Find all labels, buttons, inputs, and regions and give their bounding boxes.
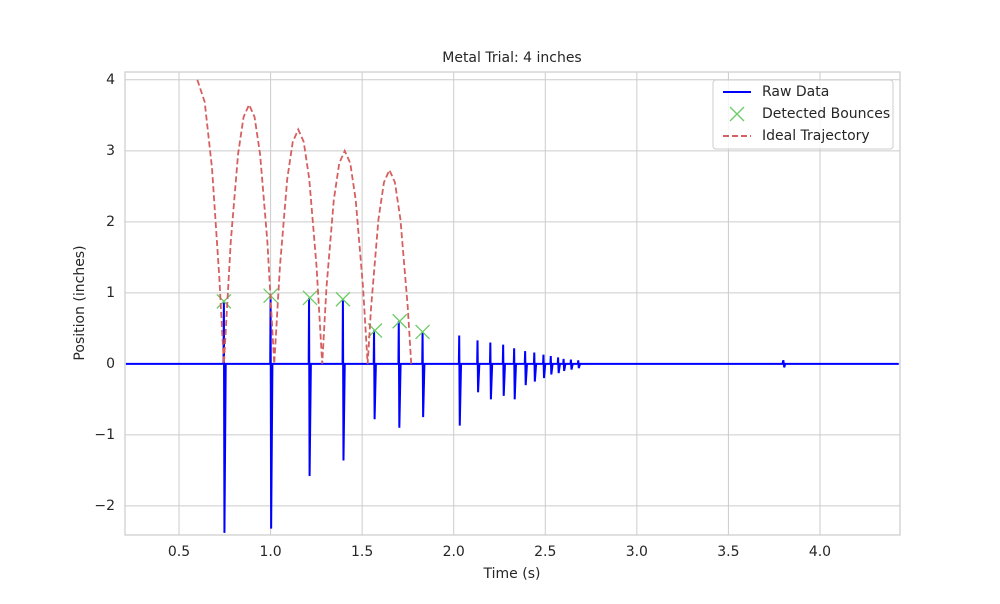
legend-label: Ideal Trajectory xyxy=(762,128,870,144)
series-line xyxy=(125,295,899,533)
bounce-marker xyxy=(415,324,431,340)
x-tick-label: 2.0 xyxy=(443,544,465,560)
x-axis-label: Time (s) xyxy=(483,566,541,582)
x-tick-label: 2.5 xyxy=(534,544,556,560)
y-tick-label: 2 xyxy=(106,214,115,230)
x-tick-label: 3.0 xyxy=(626,544,648,560)
legend-box xyxy=(712,79,894,150)
y-tick-label: −2 xyxy=(94,498,115,514)
plot-area xyxy=(125,79,899,533)
x-tick-label: 1.0 xyxy=(259,544,281,560)
y-tick-label: 4 xyxy=(106,72,115,88)
x-tick-label: 4.0 xyxy=(809,544,831,560)
x-tick-label: 0.5 xyxy=(168,544,190,560)
y-tick-label: −1 xyxy=(94,427,115,443)
legend-label: Detected Bounces xyxy=(762,106,890,122)
plot-border xyxy=(124,71,901,536)
series-line xyxy=(196,79,413,364)
bounce-marker xyxy=(302,290,318,306)
y-tick-label: 0 xyxy=(106,356,115,372)
legend-marker xyxy=(729,106,745,122)
chart-title: Metal Trial: 4 inches xyxy=(442,50,581,66)
x-tick-label: 3.5 xyxy=(717,544,739,560)
y-axis-label: Position (inches) xyxy=(72,245,88,360)
y-tick-label: 1 xyxy=(106,285,115,301)
bounce-marker xyxy=(392,313,408,329)
x-tick-label: 1.5 xyxy=(351,544,373,560)
y-tick-label: 3 xyxy=(106,143,115,159)
bounce-marker xyxy=(335,291,351,307)
legend-label: Raw Data xyxy=(762,84,829,100)
